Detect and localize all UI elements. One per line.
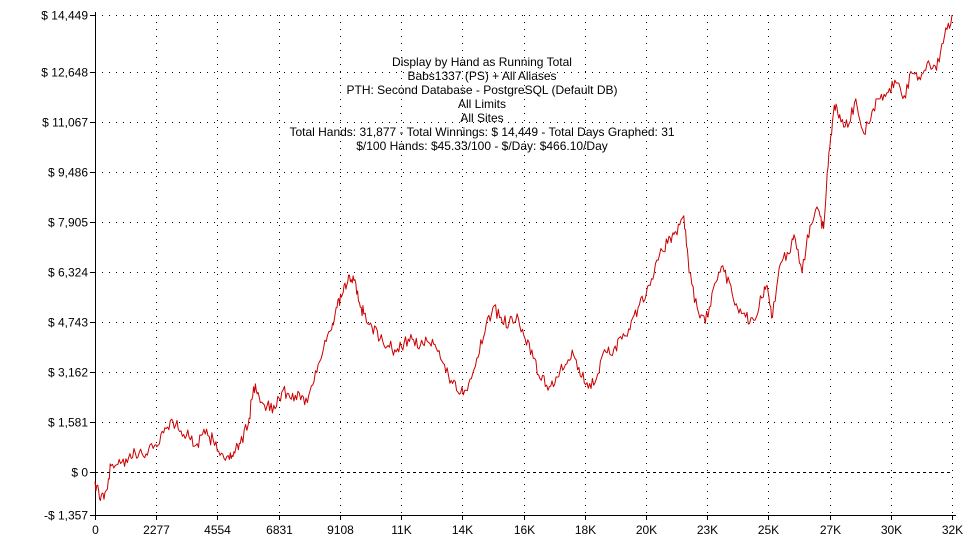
chart-title-line: All Limits	[458, 97, 506, 111]
y-tick-label: $ 7,905	[48, 216, 88, 230]
x-tick-label: 11K	[391, 523, 411, 537]
x-tick-label: 2277	[143, 523, 170, 537]
chart-title-line: Display by Hand as Running Total	[392, 55, 572, 69]
y-tick-label: $ 12,648	[41, 66, 88, 80]
x-tick-label: 30K	[881, 523, 902, 537]
x-tick-label: 16K	[514, 523, 535, 537]
x-tick-label: 20K	[636, 523, 657, 537]
y-tick-label: $ 14,449	[41, 9, 88, 23]
y-tick-label: $ 11,067	[42, 116, 88, 130]
x-tick-label: 0	[92, 523, 99, 537]
running-total-line	[94, 14, 953, 501]
x-tick-label: 27K	[820, 523, 841, 537]
x-tick-label: 25K	[758, 523, 779, 537]
axis-layer: $ 14,449 $ 12,648 $ 11,067 $ 9,486 $ 7,905 $ …	[41, 9, 963, 538]
y-tick-label: $ 0	[71, 466, 88, 480]
y-tick-label: $ 9,486	[48, 166, 88, 180]
x-tick-label: 6831	[266, 523, 293, 537]
grid-layer	[95, 15, 953, 516]
chart-title-block: Display by Hand as Running TotalBabs1337…	[289, 55, 674, 153]
chart-title-line: All Sites	[460, 111, 503, 125]
x-tick-label: 9108	[327, 523, 354, 537]
y-tick-label: $ 6,324	[48, 266, 88, 280]
x-tick-label: 23K	[697, 523, 718, 537]
chart-title-line: $/100 Hands: $45.33/100 - $/Day: $466.10…	[356, 139, 608, 153]
series-layer	[94, 14, 953, 501]
x-tick-label: 18K	[575, 523, 596, 537]
y-tick-label: $ 4,743	[48, 316, 88, 330]
chart-title-line: Total Hands: 31,877 - Total Winnings: $ …	[289, 125, 674, 139]
x-tick-label: 14K	[452, 523, 473, 537]
chart-title-line: Babs1337 (PS) + All Aliases	[407, 69, 556, 83]
y-tick-label: $ 1,581	[48, 416, 88, 430]
y-tick-label: $ 3,162	[48, 366, 88, 380]
x-tick-label: 4554	[204, 523, 231, 537]
chart-title-line: PTH: Second Database - PostgreSQL (Defau…	[346, 83, 617, 97]
y-tick-label: -$ 1,357	[44, 509, 88, 523]
x-tick-label: 32K	[942, 523, 963, 537]
